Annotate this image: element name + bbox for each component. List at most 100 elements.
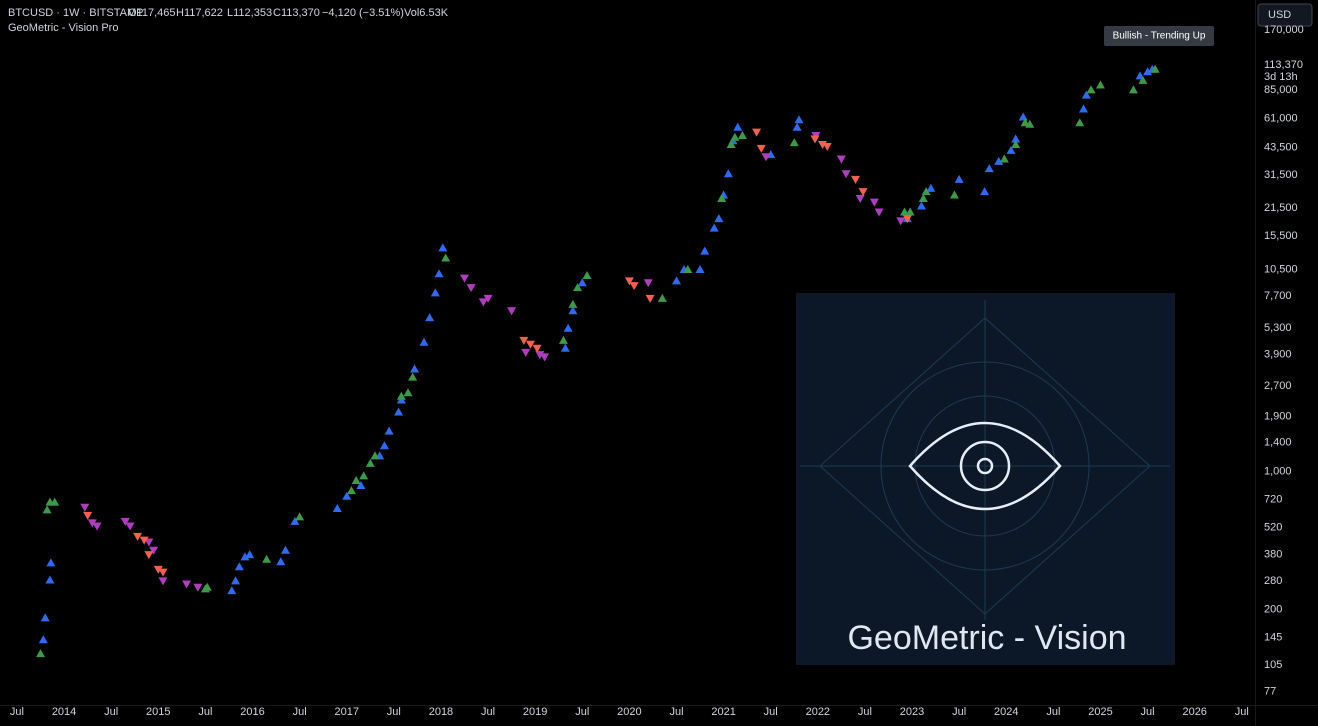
up-signal: [50, 497, 60, 506]
y-tick-label: 85,000: [1264, 84, 1298, 96]
up-signal: [900, 207, 910, 216]
down-signal: [466, 284, 476, 293]
down-signal: [519, 336, 529, 345]
up-signal: [45, 575, 55, 584]
up-signal: [396, 391, 406, 400]
y-tick-label: 21,500: [1264, 202, 1298, 214]
x-tick-label: Jul: [1046, 706, 1060, 718]
up-signal: [999, 154, 1009, 163]
down-signal: [80, 503, 90, 512]
up-signal: [36, 649, 46, 658]
up-signal: [202, 582, 212, 591]
y-tick-label: 1,400: [1264, 437, 1292, 449]
y-tick-label: 7,700: [1264, 290, 1292, 302]
x-tick-label: 2025: [1088, 706, 1112, 718]
up-signal: [1138, 75, 1148, 84]
x-tick-label: Jul: [293, 706, 307, 718]
up-signal: [1086, 85, 1096, 94]
y-tick-label: 200: [1264, 604, 1282, 616]
watermark: GeoMetric - Vision: [796, 293, 1175, 665]
currency-button[interactable]: [1257, 3, 1313, 27]
eye-pupil: [976, 457, 994, 475]
down-signal: [133, 532, 143, 541]
badge-text: Bullish - Trending Up: [1113, 31, 1206, 42]
down-signal: [761, 153, 771, 162]
down-signal: [869, 198, 879, 207]
down-signal: [478, 298, 488, 307]
down-signal: [836, 155, 846, 164]
y-tick-label: 720: [1264, 494, 1282, 506]
y-tick-label: 31,500: [1264, 169, 1298, 181]
down-signal: [532, 344, 542, 353]
down-signal: [120, 517, 130, 526]
up-signal: [245, 550, 255, 559]
x-tick-label: Jul: [952, 706, 966, 718]
up-signal: [789, 138, 799, 147]
up-signal: [276, 557, 286, 566]
up-signal: [1011, 134, 1021, 143]
up-signal: [408, 372, 418, 381]
down-signal: [149, 546, 159, 555]
up-signal: [921, 187, 931, 196]
up-signal: [994, 156, 1004, 165]
up-signal: [700, 246, 710, 255]
up-signal: [984, 164, 994, 173]
x-tick-label: 2026: [1182, 706, 1206, 718]
up-signal: [683, 265, 693, 274]
down-signal: [158, 568, 168, 577]
up-signal: [1079, 104, 1089, 113]
y-tick-label: 105: [1264, 659, 1282, 671]
y-tick-label: 5,300: [1264, 322, 1292, 334]
y-tick-label: 145: [1264, 631, 1282, 643]
up-signal: [1025, 119, 1035, 128]
x-tick-label: 2022: [806, 706, 830, 718]
down-signal: [810, 135, 820, 144]
eye-outline: [908, 421, 1062, 511]
x-tick-label: Jul: [10, 706, 24, 718]
up-signal: [671, 276, 681, 285]
up-signal: [346, 486, 356, 495]
up-signal: [794, 115, 804, 124]
up-signal: [695, 265, 705, 274]
x-tick-label: Jul: [387, 706, 401, 718]
indicator-name: GeoMetric - Vision Pro: [8, 22, 118, 34]
up-signal: [792, 122, 802, 131]
down-signal: [752, 128, 762, 137]
up-signal: [410, 364, 420, 373]
y-tick-label: 2,700: [1264, 380, 1292, 392]
up-signal: [379, 441, 389, 450]
y-tick-label: 380: [1264, 549, 1282, 561]
up-signal: [714, 214, 724, 223]
up-signal: [1128, 85, 1138, 94]
x-tick-label: Jul: [764, 706, 778, 718]
up-signal: [1081, 90, 1091, 99]
up-signal: [1143, 67, 1153, 76]
down-signal: [822, 142, 832, 151]
down-signal: [144, 551, 154, 560]
low: L112,353: [227, 7, 272, 19]
up-signal: [290, 516, 300, 525]
down-signal: [139, 536, 149, 545]
up-signal: [332, 504, 342, 513]
down-signal: [460, 274, 470, 283]
header: BTCUSD · 1W · BITSTAMP O117,465 H117,622…: [8, 7, 449, 34]
up-signal: [384, 426, 394, 435]
x-tick-label: 2019: [523, 706, 547, 718]
up-signal: [351, 476, 361, 485]
open: O117,465: [128, 7, 176, 19]
eye-iris: [959, 440, 1011, 492]
up-signal: [657, 293, 667, 302]
up-signal: [356, 480, 366, 489]
up-signal: [560, 343, 570, 352]
down-signal: [855, 195, 865, 204]
currency[interactable]: USD: [1268, 9, 1291, 21]
up-signal: [558, 335, 568, 344]
down-signal: [858, 188, 868, 197]
x-tick-label: Jul: [1235, 706, 1249, 718]
y-tick-label: 1,900: [1264, 410, 1292, 422]
down-signal: [92, 522, 102, 531]
up-signal: [905, 207, 915, 216]
marks: [36, 64, 1160, 658]
y-tick-label: 3,900: [1264, 349, 1292, 361]
